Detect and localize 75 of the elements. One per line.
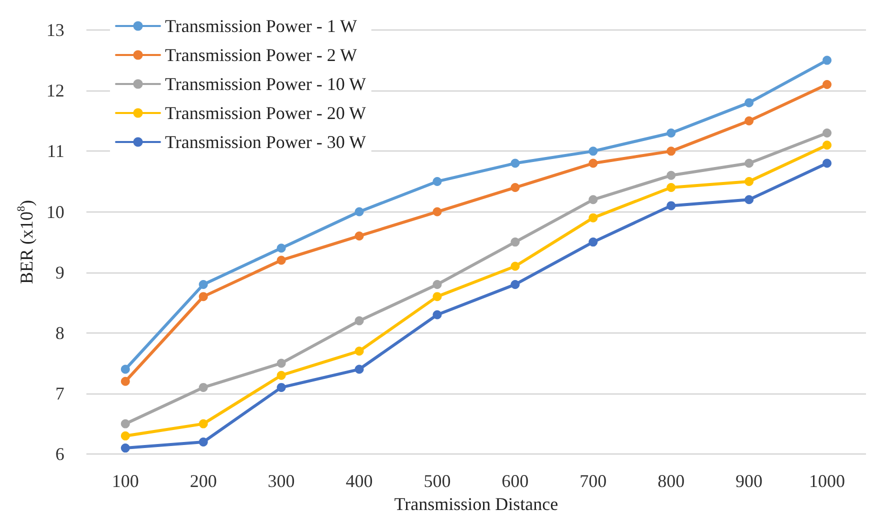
point	[744, 158, 754, 168]
point	[354, 364, 364, 374]
point	[744, 98, 754, 108]
point	[822, 128, 832, 138]
point	[354, 207, 364, 216]
point	[822, 56, 832, 65]
point	[744, 195, 754, 204]
point	[744, 116, 754, 126]
point	[822, 158, 832, 168]
legend-label: Transmission Power - 2 W	[165, 45, 358, 65]
x-tick-label: 700	[580, 471, 607, 492]
point	[432, 207, 442, 216]
legend-label: Transmission Power - 20 W	[165, 103, 366, 123]
point	[354, 231, 364, 240]
point	[198, 280, 208, 289]
point	[744, 176, 754, 186]
x-tick-label: 900	[736, 471, 763, 492]
point	[120, 376, 130, 386]
point	[276, 358, 286, 368]
point	[510, 183, 520, 192]
y-tick-label: 9	[55, 262, 64, 282]
point	[666, 170, 676, 180]
point	[276, 370, 286, 380]
y-tick-label: 8	[55, 322, 64, 343]
point	[666, 128, 676, 138]
point	[120, 444, 130, 453]
point	[198, 292, 208, 302]
y-tick-label: 10	[46, 202, 64, 222]
point	[120, 364, 130, 374]
y-tick-label: 13	[46, 20, 64, 40]
point	[588, 146, 598, 156]
point	[666, 183, 676, 192]
point	[588, 213, 598, 222]
point	[354, 346, 364, 356]
x-axis-title: Transmission Distance	[394, 494, 558, 514]
x-tick-label: 500	[424, 471, 451, 492]
x-tick-label: 200	[190, 471, 217, 492]
point	[432, 310, 442, 320]
point	[588, 195, 598, 204]
point	[432, 280, 442, 289]
point	[354, 316, 364, 326]
y-tick-label: 7	[55, 384, 64, 404]
x-tick-label: 800	[658, 471, 685, 492]
point	[510, 280, 520, 289]
x-tick-label: 100	[112, 471, 139, 492]
x-tick-label: 600	[502, 471, 529, 492]
x-tick-label: 1000	[809, 471, 846, 492]
point	[666, 146, 676, 156]
point	[198, 437, 208, 446]
point	[120, 419, 130, 428]
point	[432, 292, 442, 302]
point	[432, 176, 442, 186]
y-tick-label: 12	[46, 80, 64, 101]
point	[588, 238, 598, 247]
point	[510, 238, 520, 247]
point	[510, 262, 520, 271]
point	[276, 244, 286, 253]
y-axis-title: BER (x108)	[16, 200, 36, 284]
point	[588, 158, 598, 168]
point	[198, 419, 208, 428]
legend-label: Transmission Power - 30 W	[165, 132, 366, 152]
point	[276, 256, 286, 265]
point	[510, 158, 520, 168]
point	[822, 140, 832, 150]
x-tick-label: 400	[346, 471, 373, 492]
y-tick-label: 6	[55, 444, 64, 464]
point	[198, 382, 208, 392]
point	[822, 80, 832, 90]
y-tick-label: 11	[47, 141, 64, 162]
point	[666, 201, 676, 210]
x-tick-label: 300	[268, 471, 295, 492]
legend-label: Transmission Power - 10 W	[165, 74, 366, 94]
point	[120, 431, 130, 440]
point	[276, 382, 286, 392]
legend-label: Transmission Power - 1 W	[165, 16, 358, 36]
